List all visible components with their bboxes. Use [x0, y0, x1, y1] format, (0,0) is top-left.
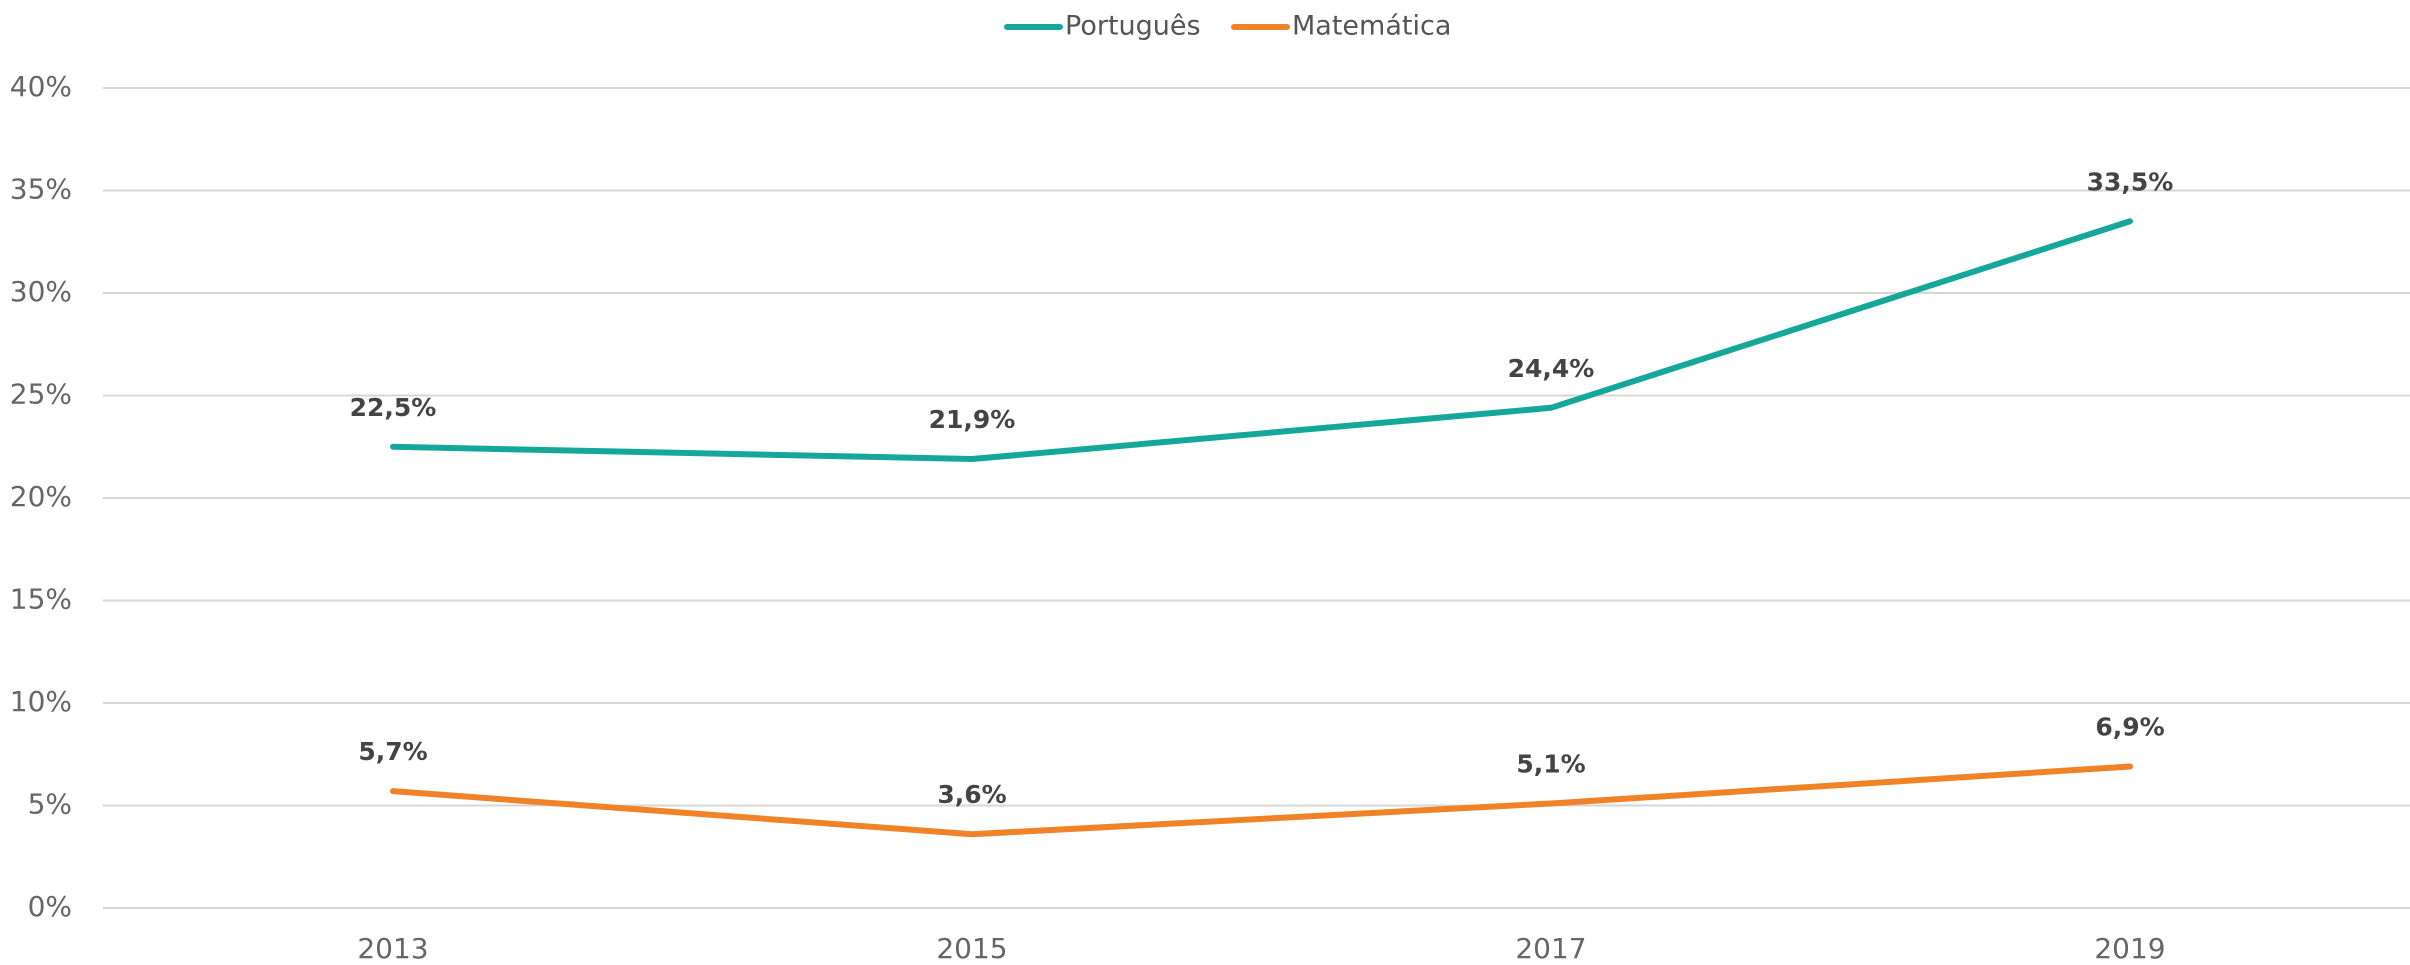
data-label: 5,1%	[1516, 749, 1585, 778]
legend-label: Matemática	[1292, 11, 1451, 42]
series-line	[390, 763, 2133, 838]
y-tick-label: 25%	[10, 378, 72, 411]
y-tick-label: 20%	[10, 480, 72, 513]
data-label: 3,6%	[937, 780, 1006, 809]
data-label: 24,4%	[1508, 354, 1595, 383]
legend-label: Português	[1065, 11, 1201, 42]
y-tick-label: 0%	[28, 890, 72, 923]
data-label: 22,5%	[350, 393, 437, 422]
series-line	[390, 218, 2133, 463]
data-label: 5,7%	[358, 737, 427, 766]
y-tick-label: 30%	[10, 275, 72, 308]
x-tick-label: 2017	[1515, 932, 1586, 965]
x-tick-label: 2013	[357, 932, 428, 965]
data-label: 6,9%	[2095, 713, 2164, 742]
data-label: 21,9%	[929, 405, 1016, 434]
x-tick-label: 2019	[2094, 932, 2165, 965]
data-label: 33,5%	[2087, 167, 2174, 196]
y-tick-label: 10%	[10, 685, 72, 718]
y-tick-label: 40%	[10, 70, 72, 103]
y-tick-label: 5%	[28, 788, 72, 821]
y-tick-label: 15%	[10, 583, 72, 616]
x-tick-label: 2015	[936, 932, 1007, 965]
y-tick-label: 35%	[10, 173, 72, 206]
